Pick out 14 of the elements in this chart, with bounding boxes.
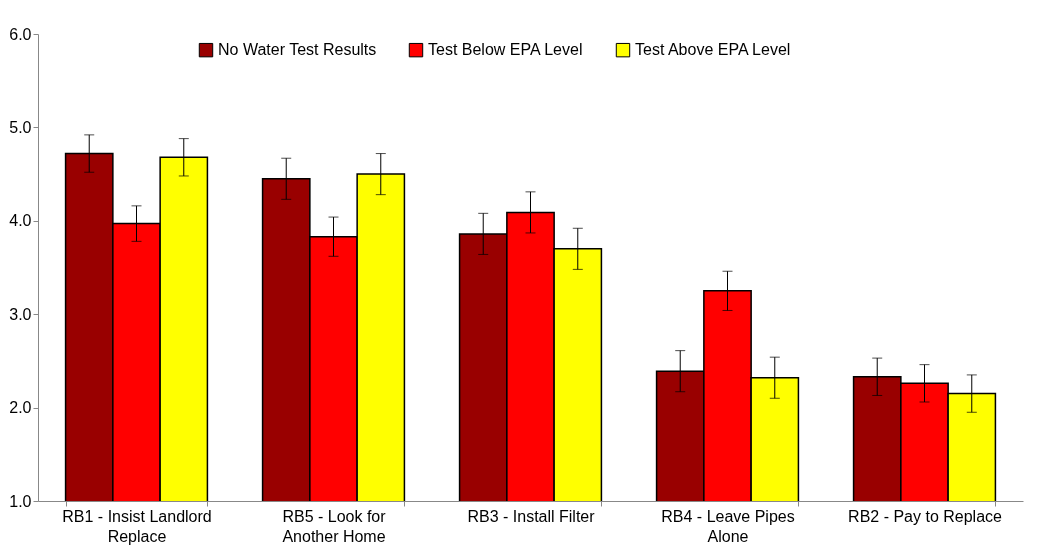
x-tick-label: RB3 - Install Filter [467, 507, 596, 525]
x-tick-label: RB4 - Leave Pipes Alone [661, 507, 795, 545]
y-tick-label: 1.0 [9, 492, 32, 510]
y-tick-label: 6.0 [9, 25, 32, 43]
y-tick-label: 5.0 [9, 118, 32, 136]
x-tick-label: RB5 - Look for Another Home [282, 507, 387, 545]
legend-label: Test Above EPA Level [635, 41, 791, 59]
y-tick-label: 4.0 [9, 212, 32, 230]
y-tick-label: 3.0 [9, 305, 32, 323]
x-tick-label: RB2 - Pay to Replace [848, 507, 1003, 525]
legend-label: Test Below EPA Level [428, 41, 583, 59]
legend-label: No Water Test Results [218, 41, 377, 59]
y-tick-label: 2.0 [9, 399, 32, 417]
x-tick-label: RB1 - Insist Landlord Replace [62, 507, 212, 545]
